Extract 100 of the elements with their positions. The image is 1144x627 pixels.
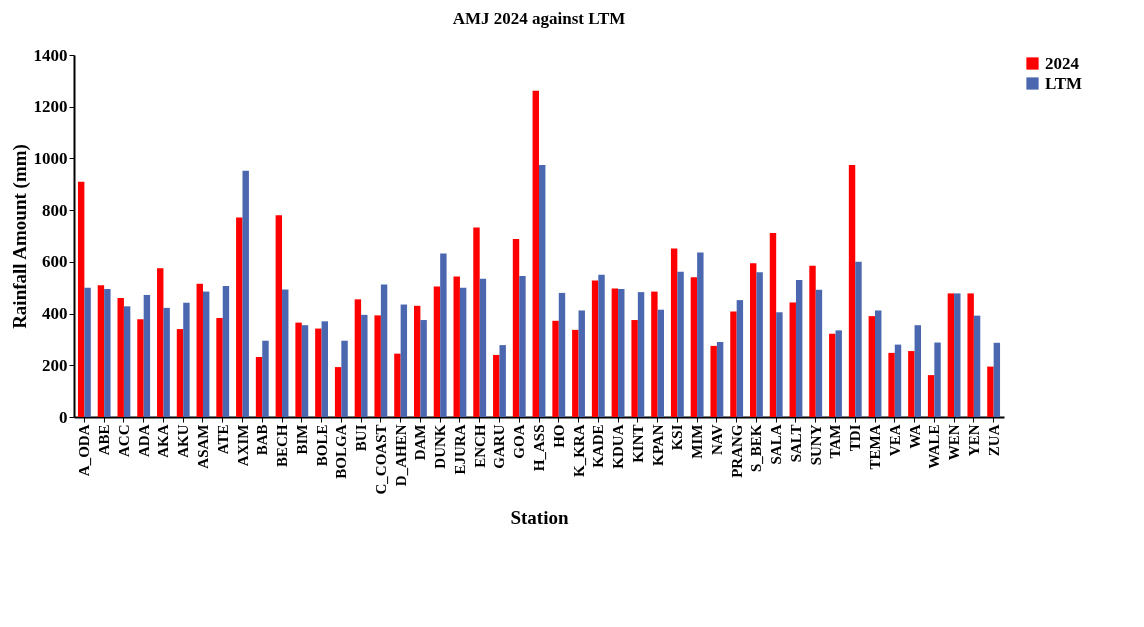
x-tick-label: HO <box>550 424 567 448</box>
bar <box>927 375 935 417</box>
x-tick-label: ABE <box>96 424 113 456</box>
x-tick-label: BOLGA <box>333 424 350 479</box>
bar <box>769 232 777 417</box>
bar <box>413 305 421 417</box>
bar <box>868 316 876 417</box>
bar <box>776 312 783 417</box>
bar <box>440 253 447 417</box>
x-tick-label: BOLE <box>313 424 330 467</box>
bar <box>301 325 309 417</box>
bar <box>815 289 823 417</box>
bar <box>578 310 585 417</box>
bar <box>137 319 144 417</box>
x-tick-label: TAM <box>827 424 844 459</box>
bar <box>558 292 566 417</box>
bar <box>908 351 915 417</box>
x-tick-label: TDI <box>847 424 864 452</box>
bar <box>697 252 704 417</box>
bar <box>104 289 111 417</box>
bar <box>157 268 164 417</box>
x-tick-label: WEN <box>946 424 963 461</box>
x-tick-label: KINT <box>629 424 646 463</box>
x-tick-label: D_AHEN <box>392 424 409 487</box>
bar <box>987 366 994 417</box>
bar <box>374 315 381 417</box>
bar <box>618 289 625 417</box>
bar <box>730 311 737 417</box>
x-tick-label: DUNK <box>432 424 449 469</box>
x-tick-label: AXIM <box>234 424 251 467</box>
bar <box>236 217 243 417</box>
bar <box>493 354 500 417</box>
bar <box>400 304 408 417</box>
bar <box>973 315 981 417</box>
x-tick-label: KADE <box>590 424 607 468</box>
bar <box>716 342 724 417</box>
bar <box>479 278 487 417</box>
x-tick-label: ZUA <box>985 424 1002 457</box>
bar <box>637 292 645 417</box>
x-tick-label: BECH <box>274 424 291 468</box>
bar <box>143 294 151 417</box>
bar <box>84 287 91 417</box>
bar <box>848 164 856 417</box>
x-tick-label: K_KRA <box>570 424 587 477</box>
x-axis-title: Station <box>510 506 569 528</box>
bar <box>993 342 1001 417</box>
x-tick-label: AKA <box>155 424 172 458</box>
x-tick-label: BAB <box>254 424 271 456</box>
bar <box>433 286 441 417</box>
y-tick-label: 400 <box>42 304 68 324</box>
bar <box>334 367 342 417</box>
x-tick-label: GOA <box>511 424 528 459</box>
bar <box>670 248 678 417</box>
bar <box>572 329 579 417</box>
bar <box>967 293 974 417</box>
bar <box>789 302 796 417</box>
bar <box>657 309 665 417</box>
bar <box>394 353 401 417</box>
x-tick-label: VEA <box>886 424 903 457</box>
bar <box>512 239 520 417</box>
x-tick-label: ACC <box>115 424 132 457</box>
bar <box>380 284 388 417</box>
bar <box>795 279 803 417</box>
bar <box>914 325 921 417</box>
bar <box>894 344 902 417</box>
x-tick-label: NAV <box>708 424 725 456</box>
bar <box>499 345 506 417</box>
bar <box>736 300 744 417</box>
bar <box>532 90 539 417</box>
bar <box>321 321 328 417</box>
bar <box>855 261 862 417</box>
x-tick-label: MIM <box>689 424 706 459</box>
bar <box>117 298 124 417</box>
x-tick-label: GARU <box>491 424 508 469</box>
x-tick-label: S_BEK <box>748 424 765 473</box>
bar <box>809 265 816 417</box>
y-tick-label: 600 <box>42 252 68 272</box>
bar <box>341 340 348 417</box>
bar <box>255 357 263 417</box>
bar <box>519 276 526 417</box>
bar <box>611 288 619 417</box>
x-tick-label: WALE <box>926 424 943 469</box>
y-tick-label: 1200 <box>33 97 68 117</box>
bar <box>202 291 210 417</box>
x-tick-label: SALA <box>768 424 785 465</box>
bar <box>315 328 322 417</box>
bar <box>183 302 190 417</box>
x-tick-label: ADA <box>135 424 152 457</box>
bar <box>677 271 684 417</box>
bar <box>835 330 842 417</box>
x-tick-label: ASAM <box>194 424 211 469</box>
bar <box>420 320 427 417</box>
y-tick-label: 200 <box>42 355 68 375</box>
y-axis-title: Rainfall Amount (mm) <box>8 144 31 329</box>
bar <box>77 181 85 417</box>
bar <box>222 285 230 417</box>
legend-label: LTM <box>1045 73 1083 93</box>
bar <box>453 276 460 417</box>
x-tick-label: BUI <box>353 424 370 452</box>
bar <box>934 342 941 417</box>
